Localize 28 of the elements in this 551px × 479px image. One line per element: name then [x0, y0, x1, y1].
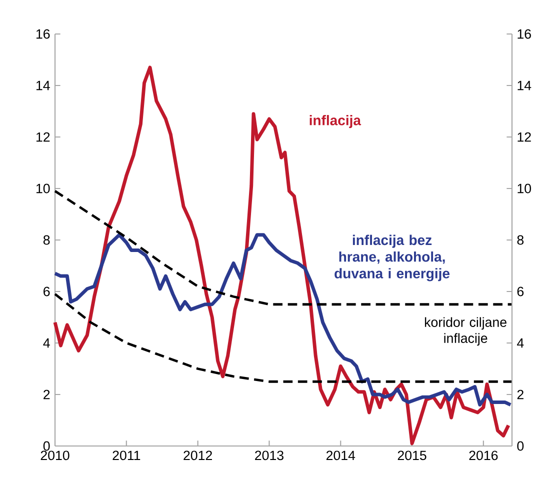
- y-tick-label: 16: [36, 29, 50, 39]
- y2-tick-label: 14: [518, 80, 532, 90]
- y-tick-label: 12: [36, 132, 50, 142]
- x-tick-label: 2014: [326, 450, 356, 460]
- x-tick-label: 2011: [112, 450, 140, 460]
- y2-tick-label: 0: [517, 441, 524, 451]
- y2-tick-label: 6: [517, 286, 524, 296]
- text: inflacija: [310, 115, 362, 128]
- x-tick-label: 2016: [469, 450, 498, 460]
- series-label: inflacija bez hrane, alkohola, duvana i energije: [334, 234, 450, 282]
- x-tick-label: 2015: [398, 450, 426, 460]
- y-tick-label: 6: [44, 286, 50, 296]
- y-tick-label: 10: [36, 184, 50, 194]
- x-tick-label: 2010: [40, 450, 70, 460]
- y2-tick-label: 8: [517, 235, 524, 245]
- y-tick-label: 2: [44, 390, 50, 400]
- y2-tick-label: 16: [518, 29, 531, 39]
- x-tick-label: 2013: [255, 450, 284, 460]
- y2-tick-label: 10: [518, 184, 532, 194]
- y2-tick-label: 12: [518, 132, 531, 142]
- y-tick-label: 0: [43, 441, 50, 451]
- y2-tick-label: 4: [517, 338, 524, 348]
- y-tick-label: 4: [43, 338, 50, 348]
- x-tick-label: 2012: [184, 450, 212, 460]
- y-tick-label: 14: [36, 80, 50, 90]
- annotation: koridor ciljane inflacije: [424, 317, 506, 346]
- y-tick-label: 8: [43, 235, 50, 245]
- y2-tick-label: 2: [517, 390, 524, 400]
